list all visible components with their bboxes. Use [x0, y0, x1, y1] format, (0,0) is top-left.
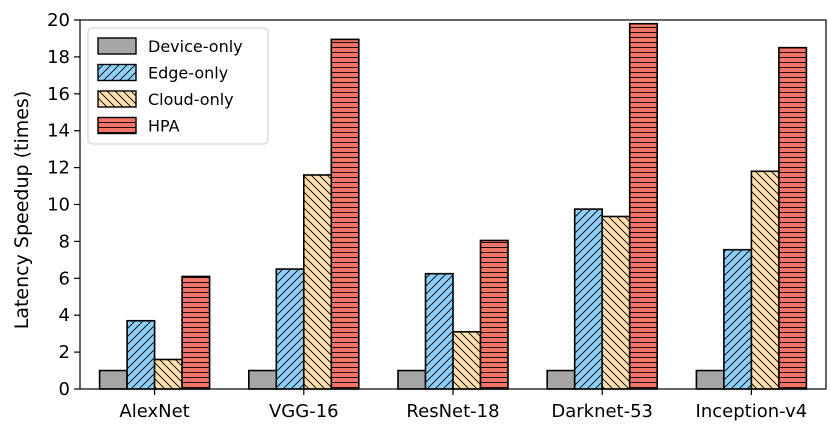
bar-cloud-only-1	[302, 174, 333, 390]
bar-device-only-3	[546, 369, 576, 390]
legend-item-cloud-only: Cloud-only	[97, 90, 234, 109]
legend-label: Edge-only	[148, 64, 228, 83]
bar-hpa-3	[628, 22, 659, 390]
bar-cloud-only-4	[750, 170, 780, 390]
bar-cloud-only-3	[601, 215, 631, 390]
y-tick-label: 18	[47, 47, 70, 68]
legend-item-device-only: Device-only	[97, 37, 243, 56]
legend-swatch	[97, 116, 137, 135]
legend-item-edge-only: Edge-only	[97, 63, 228, 83]
legend-label: Device-only	[148, 37, 243, 56]
legend-swatch	[97, 63, 137, 82]
y-tick-label: 16	[47, 84, 70, 105]
y-axis-title: Latency Speedup (times)	[11, 91, 33, 330]
y-tick-label: 8	[59, 231, 70, 252]
legend-item-hpa: HPA	[97, 116, 180, 136]
legend-label: Cloud-only	[148, 90, 234, 109]
bar-edge-only-1	[275, 268, 305, 390]
bar-cloud-only-2	[452, 331, 482, 390]
bar-edge-only-2	[424, 272, 454, 390]
y-tick-label: 2	[59, 342, 70, 363]
legend-box	[87, 27, 269, 145]
bar-edge-only-0	[126, 319, 156, 390]
bar-edge-only-4	[723, 248, 753, 390]
x-tick-label: Inception-v4	[696, 401, 808, 422]
y-tick-label: 14	[47, 121, 70, 142]
bar-device-only-4	[695, 369, 725, 390]
bar-device-only-0	[98, 369, 128, 390]
legend-swatch	[97, 37, 137, 55]
bar-hpa-2	[479, 239, 509, 390]
y-tick-label: 0	[59, 379, 70, 400]
bar-hpa-0	[181, 275, 211, 390]
x-tick-label: ResNet-18	[406, 401, 499, 422]
bar-cloud-only-0	[153, 358, 183, 390]
bar-hpa-4	[778, 46, 808, 390]
y-tick-label: 4	[59, 305, 70, 326]
y-tick-label: 6	[59, 268, 70, 289]
legend: Device-only Edge-only Cloud-only HPA	[87, 27, 269, 145]
y-tick-label: 10	[47, 195, 70, 216]
bar-edge-only-3	[573, 208, 604, 390]
bar-device-only-1	[248, 369, 278, 390]
x-tick-label: VGG-16	[269, 401, 339, 422]
x-tick-label: Darknet-53	[551, 401, 653, 422]
bars-layer	[98, 22, 808, 390]
x-tick-label: AlexNet	[119, 401, 189, 422]
legend-label: HPA	[148, 117, 180, 136]
bar-device-only-2	[397, 369, 427, 390]
axes-layer: 0 2 4 6 8 10 12 14 16 18 20 AlexNet VGG-16 ResNet-18 D…	[47, 10, 827, 422]
bar-hpa-1	[330, 38, 360, 390]
y-tick-label: 12	[47, 158, 70, 179]
y-tick-label: 20	[47, 10, 70, 31]
legend-swatch	[97, 90, 137, 108]
